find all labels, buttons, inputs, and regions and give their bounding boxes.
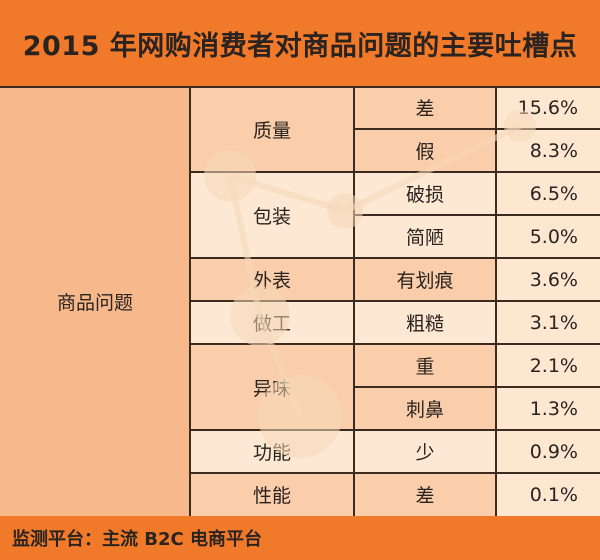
grid-line xyxy=(354,386,600,388)
issue-cell: 少 xyxy=(354,430,496,473)
issue-cell: 破损 xyxy=(354,172,496,215)
grid-line xyxy=(190,257,600,259)
value-cell: 8.3% xyxy=(529,139,578,162)
value-cell: 2.1% xyxy=(529,354,578,377)
value-cell: 15.6% xyxy=(517,96,578,119)
grid-line xyxy=(190,343,600,345)
group-odor: 异味 xyxy=(190,344,354,430)
issue-cell: 有划痕 xyxy=(354,258,496,301)
grid-line xyxy=(0,86,600,88)
issue-cell: 粗糙 xyxy=(354,301,496,344)
footer-source: 监测平台：主流 B2C 电商平台 xyxy=(0,516,600,560)
issue-cell: 差 xyxy=(354,86,496,129)
grid-line xyxy=(190,472,600,474)
group-quality: 质量 xyxy=(190,86,354,172)
grid-line xyxy=(354,128,600,130)
group-packaging: 包装 xyxy=(190,172,354,258)
issue-cell: 重 xyxy=(354,344,496,387)
grid-line xyxy=(190,171,600,173)
grid-line xyxy=(190,300,600,302)
group-workmanship: 做工 xyxy=(190,301,354,344)
value-cell: 0.1% xyxy=(529,483,578,506)
value-cell: 3.1% xyxy=(529,311,578,334)
group-performance: 性能 xyxy=(190,473,354,516)
issue-cell: 简陋 xyxy=(354,215,496,258)
grid-line xyxy=(190,429,600,431)
value-cell: 3.6% xyxy=(529,268,578,291)
issue-cell: 假 xyxy=(354,129,496,172)
value-cell: 5.0% xyxy=(529,225,578,248)
issue-cell: 刺鼻 xyxy=(354,387,496,430)
complaint-table: 商品问题 质量 包装 外表 做工 异味 功能 性能 差 假 破损 简陋 有划痕 … xyxy=(0,86,600,516)
grid-line xyxy=(354,214,600,216)
value-cell: 0.9% xyxy=(529,440,578,463)
issue-cell: 差 xyxy=(354,473,496,516)
value-cell: 1.3% xyxy=(529,397,578,420)
value-cell: 6.5% xyxy=(529,182,578,205)
category-cell: 商品问题 xyxy=(0,86,190,516)
group-function: 功能 xyxy=(190,430,354,473)
group-appearance: 外表 xyxy=(190,258,354,301)
page-title: 2015 年网购消费者对商品问题的主要吐槽点 xyxy=(0,0,600,86)
